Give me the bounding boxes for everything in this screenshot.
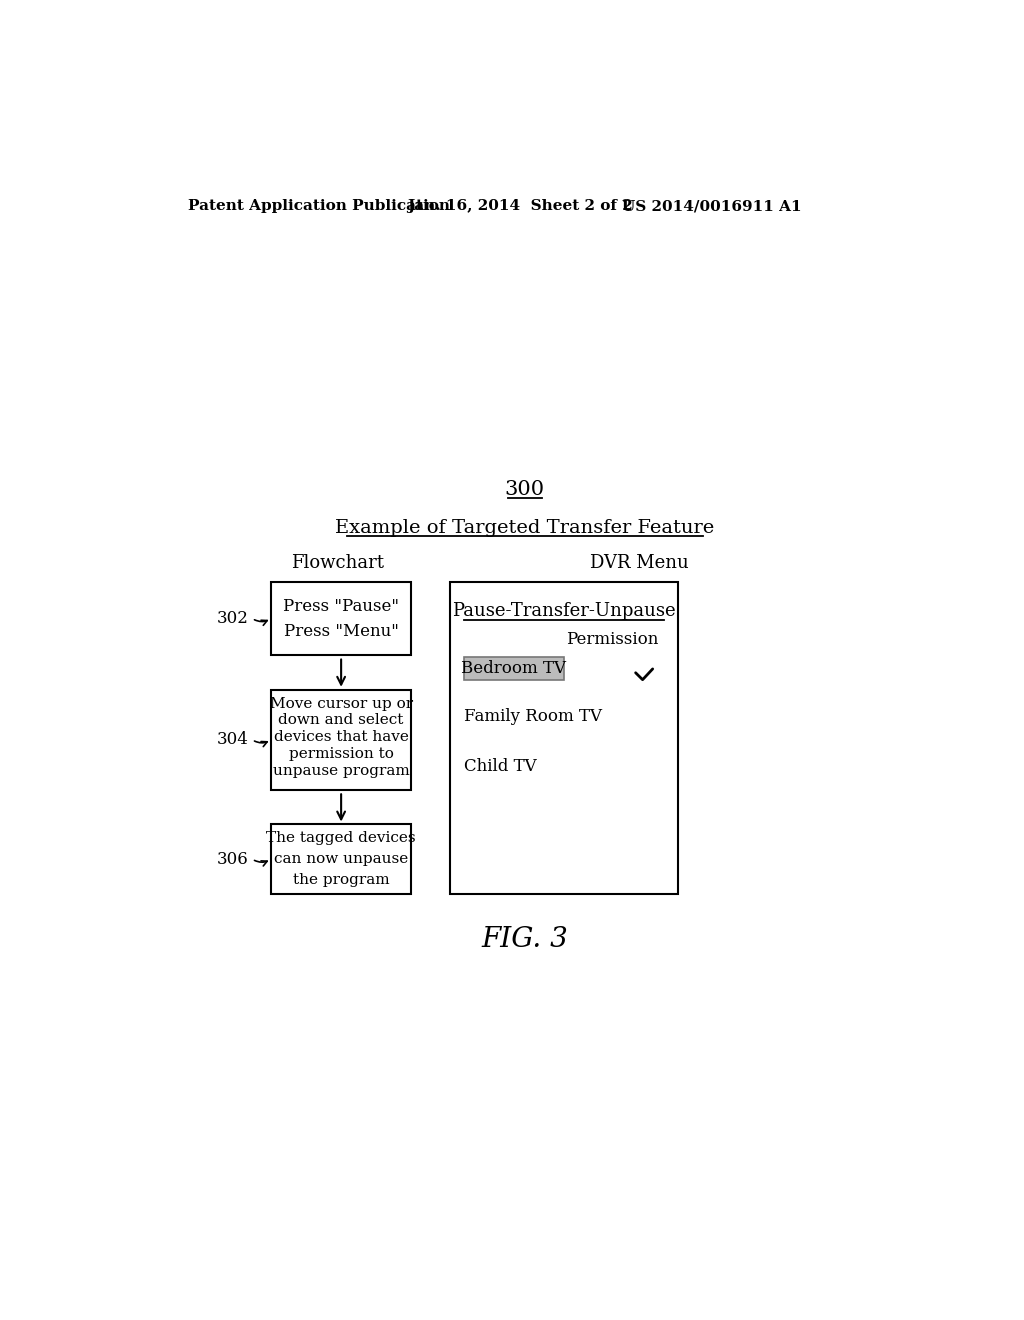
- Text: devices that have: devices that have: [273, 730, 409, 744]
- Text: the program: the program: [293, 873, 389, 887]
- Text: The tagged devices: The tagged devices: [266, 832, 416, 845]
- Text: 306: 306: [216, 850, 248, 867]
- Text: Example of Targeted Transfer Feature: Example of Targeted Transfer Feature: [335, 519, 715, 537]
- Text: FIG. 3: FIG. 3: [481, 927, 568, 953]
- Text: can now unpause: can now unpause: [274, 853, 409, 866]
- Text: Press "Pause": Press "Pause": [283, 598, 399, 615]
- Text: Family Room TV: Family Room TV: [464, 708, 601, 725]
- Text: Pause-Transfer-Unpause: Pause-Transfer-Unpause: [453, 602, 676, 620]
- Text: Bedroom TV: Bedroom TV: [462, 660, 566, 677]
- Bar: [271, 582, 411, 655]
- Text: down and select: down and select: [279, 714, 403, 727]
- Text: unpause program: unpause program: [272, 764, 410, 779]
- Text: DVR Menu: DVR Menu: [590, 553, 689, 572]
- Bar: [271, 689, 411, 789]
- Bar: [271, 825, 411, 894]
- Text: Permission: Permission: [566, 631, 658, 648]
- Text: permission to: permission to: [289, 747, 393, 762]
- Text: 304: 304: [216, 731, 248, 748]
- Text: Press "Menu": Press "Menu": [284, 623, 398, 640]
- Bar: [464, 657, 564, 681]
- Text: Flowchart: Flowchart: [291, 553, 384, 572]
- Bar: [450, 582, 678, 894]
- Text: Jan. 16, 2014  Sheet 2 of 2: Jan. 16, 2014 Sheet 2 of 2: [407, 199, 633, 213]
- Text: Child TV: Child TV: [464, 758, 537, 775]
- Text: US 2014/0016911 A1: US 2014/0016911 A1: [623, 199, 802, 213]
- Text: 302: 302: [216, 610, 248, 627]
- Text: 300: 300: [505, 480, 545, 499]
- Text: Patent Application Publication: Patent Application Publication: [188, 199, 451, 213]
- Text: Move cursor up or: Move cursor up or: [269, 697, 413, 710]
